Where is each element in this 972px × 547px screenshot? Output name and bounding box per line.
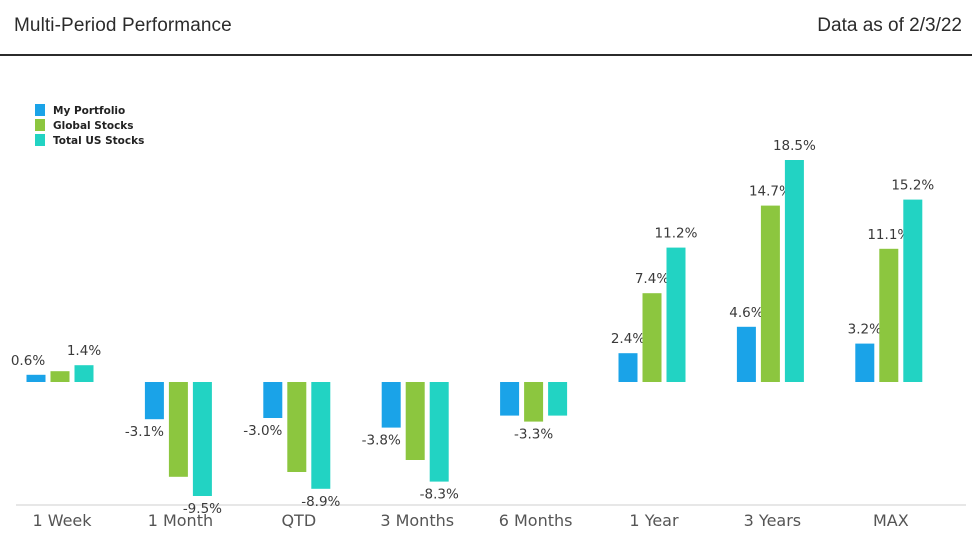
data-label-6-0: 4.6% — [729, 305, 763, 321]
bar-0-1 — [50, 371, 70, 382]
data-as-of-date: Data as of 2/3/22 — [817, 15, 962, 36]
bar-2-0 — [263, 382, 283, 418]
x-tick-label-3: 3 Months — [380, 511, 454, 530]
data-label-3-2: -8.3% — [420, 487, 459, 503]
bar-0-0 — [26, 374, 46, 382]
data-label-6-2: 18.5% — [773, 138, 816, 154]
bar-6-2 — [784, 160, 804, 382]
legend-swatch-0 — [35, 104, 45, 116]
data-label-2-2: -8.9% — [301, 494, 340, 510]
x-tick-label-5: 1 Year — [629, 511, 679, 530]
bar-7-1 — [879, 248, 899, 382]
data-label-1-2: -9.5% — [183, 501, 222, 517]
x-tick-label-1: 1 Month — [148, 511, 213, 530]
bar-7-0 — [855, 343, 875, 382]
data-label-2-0: -3.0% — [243, 423, 282, 439]
x-tick-label-6: 3 Years — [744, 511, 801, 530]
chart-title: Multi-Period Performance — [14, 15, 232, 36]
bar-2-1 — [287, 382, 307, 472]
chart-header: Multi-Period Performance Data as of 2/3/… — [0, 0, 972, 56]
x-tick-label-4: 6 Months — [499, 511, 573, 530]
bar-1-1 — [168, 382, 188, 477]
bar-5-0 — [618, 353, 638, 382]
legend-label-2: Total US Stocks — [53, 135, 144, 147]
legend-label-0: My Portfolio — [53, 105, 125, 117]
data-label-7-1: 11.1% — [867, 227, 910, 243]
data-label-4-1: -3.3% — [514, 427, 553, 443]
bar-1-0 — [144, 382, 164, 420]
x-tick-label-2: QTD — [281, 511, 316, 530]
bar-0-2 — [74, 365, 94, 382]
x-tick-label-0: 1 Week — [32, 511, 92, 530]
performance-bar-chart: My Portfolio Global Stocks Total US Stocks… — [11, 104, 966, 530]
bar-2-2 — [311, 382, 331, 489]
bar-3-0 — [381, 382, 401, 428]
bar-4-1 — [524, 382, 544, 422]
x-tick-label-7: MAX — [873, 511, 909, 530]
data-label-1-0: -3.1% — [125, 424, 164, 440]
data-label-6-1: 14.7% — [749, 184, 792, 200]
data-label-0-0: 0.6% — [11, 353, 45, 369]
bar-3-2 — [429, 382, 449, 482]
data-label-3-0: -3.8% — [362, 433, 401, 449]
bar-6-1 — [760, 205, 780, 382]
data-label-7-0: 3.2% — [848, 322, 882, 338]
bar-4-0 — [500, 382, 520, 416]
bar-5-1 — [642, 293, 662, 382]
data-label-0-2: 1.4% — [67, 343, 101, 359]
bar-5-2 — [666, 247, 686, 382]
data-label-5-2: 11.2% — [655, 226, 698, 242]
bar-6-0 — [736, 326, 756, 382]
legend-swatch-2 — [35, 134, 45, 146]
legend-swatch-1 — [35, 119, 45, 131]
data-label-5-0: 2.4% — [611, 331, 645, 347]
legend-label-1: Global Stocks — [53, 120, 134, 132]
bar-1-2 — [192, 382, 212, 496]
data-label-5-1: 7.4% — [635, 271, 669, 287]
bar-3-1 — [405, 382, 425, 460]
data-label-7-2: 15.2% — [891, 178, 934, 194]
bar-4-2 — [548, 382, 568, 416]
bar-7-2 — [903, 199, 923, 382]
